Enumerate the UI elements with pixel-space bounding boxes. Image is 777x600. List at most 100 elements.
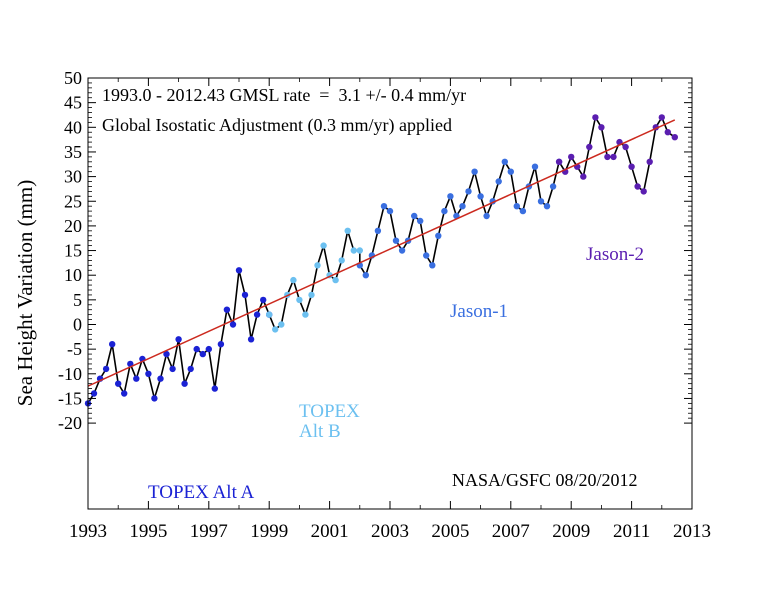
data-point bbox=[459, 203, 466, 210]
data-point bbox=[411, 212, 418, 220]
data-point bbox=[193, 345, 200, 353]
data-point bbox=[471, 168, 478, 175]
data-point bbox=[163, 350, 170, 358]
data-point bbox=[586, 143, 593, 151]
data-point bbox=[435, 232, 442, 239]
data-point bbox=[598, 124, 605, 131]
y-tick-label: 10 bbox=[64, 265, 82, 285]
data-point bbox=[181, 380, 188, 387]
data-point bbox=[109, 341, 116, 348]
series-0 bbox=[84, 267, 273, 407]
x-tick-label: 2005 bbox=[431, 521, 469, 542]
data-point bbox=[338, 257, 345, 264]
x-tick-label: 2013 bbox=[673, 521, 711, 542]
data-point bbox=[235, 267, 243, 274]
y-tick-label: 5 bbox=[73, 290, 82, 310]
data-point bbox=[477, 193, 484, 200]
data-point bbox=[278, 321, 285, 328]
trend-line bbox=[87, 119, 676, 387]
rate-annotation: 1993.0 - 2012.43 GMSL rate = 3.1 +/- 0.4… bbox=[102, 85, 466, 105]
data-point bbox=[187, 365, 194, 373]
data-point bbox=[380, 203, 388, 210]
y-tick-label: -10 bbox=[58, 364, 82, 384]
y-tick-label: -5 bbox=[67, 339, 82, 359]
data-point bbox=[175, 336, 182, 343]
y-tick-label: 15 bbox=[64, 241, 82, 261]
series-1 bbox=[266, 227, 363, 333]
x-tick-label: 2001 bbox=[311, 521, 349, 542]
series-3 bbox=[555, 114, 678, 195]
data-point bbox=[133, 375, 140, 382]
data-point bbox=[537, 198, 545, 205]
data-point bbox=[102, 365, 110, 373]
data-point bbox=[664, 129, 671, 136]
y-tick-label: 0 bbox=[73, 315, 82, 335]
data-point bbox=[241, 291, 249, 299]
data-point bbox=[392, 237, 400, 244]
data-point bbox=[121, 390, 128, 397]
data-point bbox=[296, 296, 303, 304]
data-point bbox=[568, 153, 575, 161]
x-tick-label: 1995 bbox=[129, 521, 167, 542]
data-point bbox=[314, 262, 321, 269]
data-point bbox=[622, 143, 629, 151]
y-tick-label: 25 bbox=[64, 191, 82, 211]
data-point bbox=[229, 321, 237, 328]
data-point bbox=[266, 311, 273, 318]
data-point bbox=[549, 183, 557, 190]
x-tick-label: 2003 bbox=[371, 521, 409, 542]
data-point bbox=[604, 153, 611, 161]
x-tick-label: 1993 bbox=[69, 521, 107, 542]
data-point bbox=[145, 370, 152, 377]
data-point bbox=[465, 188, 472, 195]
data-point bbox=[417, 217, 424, 225]
data-point bbox=[90, 390, 98, 397]
label-topex-alt-b-line1: TOPEX bbox=[299, 401, 360, 422]
plot-frame bbox=[87, 77, 693, 510]
y-tick-label: 20 bbox=[64, 216, 82, 236]
data-point bbox=[290, 276, 297, 284]
data-point bbox=[260, 296, 267, 304]
data-point bbox=[350, 247, 357, 254]
y-tick-label: 40 bbox=[64, 117, 82, 137]
data-point bbox=[302, 311, 309, 318]
data-point bbox=[555, 158, 563, 165]
y-tick-label: 35 bbox=[64, 142, 82, 162]
data-point bbox=[205, 345, 212, 353]
data-point bbox=[157, 375, 164, 382]
data-point bbox=[495, 178, 502, 185]
data-point bbox=[441, 207, 448, 215]
data-point bbox=[386, 207, 394, 215]
data-point bbox=[362, 272, 369, 279]
data-point bbox=[308, 291, 315, 299]
label-topex-alt-a: TOPEX Alt A bbox=[148, 482, 255, 503]
data-point bbox=[658, 114, 665, 121]
data-point bbox=[580, 173, 587, 180]
y-tick-label: 50 bbox=[64, 68, 82, 88]
data-point bbox=[646, 158, 653, 165]
data-point bbox=[247, 336, 255, 343]
data-point bbox=[671, 134, 678, 141]
data-point bbox=[519, 207, 527, 215]
y-tick-label: 30 bbox=[64, 167, 82, 187]
data-point bbox=[217, 341, 225, 348]
data-point bbox=[169, 365, 176, 373]
data-point bbox=[513, 203, 520, 210]
data-point bbox=[199, 350, 206, 358]
data-marks bbox=[84, 114, 678, 407]
data-point bbox=[592, 114, 599, 121]
data-point bbox=[115, 380, 122, 387]
gia-annotation: Global Isostatic Adjustment (0.3 mm/yr) … bbox=[102, 115, 452, 136]
data-point bbox=[356, 247, 363, 254]
y-tick-label: -15 bbox=[58, 388, 82, 408]
data-point bbox=[610, 153, 617, 161]
data-point bbox=[634, 183, 641, 190]
x-tick-label: 2007 bbox=[492, 521, 530, 542]
data-point bbox=[483, 212, 490, 220]
data-point bbox=[151, 395, 158, 402]
data-point bbox=[374, 227, 382, 234]
x-tick-label: 2011 bbox=[613, 521, 650, 542]
data-point bbox=[344, 227, 351, 234]
